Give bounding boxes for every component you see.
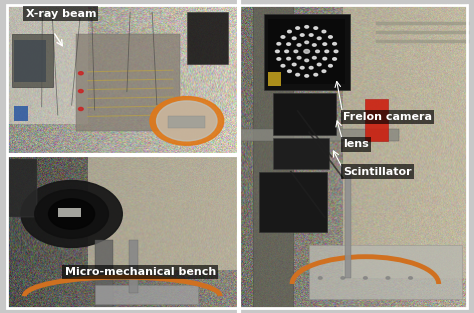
Circle shape — [312, 44, 316, 46]
FancyBboxPatch shape — [168, 116, 205, 128]
Text: Scintillator: Scintillator — [343, 167, 411, 177]
Circle shape — [79, 90, 83, 93]
Circle shape — [35, 190, 109, 238]
Circle shape — [364, 277, 367, 279]
Circle shape — [314, 27, 318, 29]
Circle shape — [323, 57, 327, 60]
Circle shape — [281, 36, 285, 38]
Circle shape — [325, 50, 328, 53]
Circle shape — [312, 57, 316, 59]
Circle shape — [305, 26, 309, 28]
Circle shape — [288, 30, 292, 33]
Circle shape — [322, 70, 326, 73]
FancyBboxPatch shape — [129, 240, 138, 293]
FancyBboxPatch shape — [58, 208, 81, 217]
FancyBboxPatch shape — [309, 244, 462, 299]
FancyBboxPatch shape — [365, 99, 388, 141]
Circle shape — [305, 41, 309, 44]
Text: lens: lens — [343, 139, 369, 149]
FancyBboxPatch shape — [241, 129, 399, 141]
Text: Frelon camera: Frelon camera — [343, 112, 432, 122]
FancyBboxPatch shape — [273, 138, 329, 169]
Text: Micro-mechanical bench: Micro-mechanical bench — [64, 267, 216, 277]
FancyBboxPatch shape — [187, 12, 228, 64]
FancyBboxPatch shape — [76, 34, 180, 131]
Circle shape — [333, 43, 337, 45]
FancyBboxPatch shape — [88, 156, 237, 270]
FancyBboxPatch shape — [268, 19, 345, 84]
Circle shape — [334, 50, 338, 53]
Circle shape — [317, 63, 321, 66]
Circle shape — [296, 27, 300, 29]
Circle shape — [309, 34, 313, 36]
FancyBboxPatch shape — [95, 240, 113, 308]
Circle shape — [319, 277, 322, 279]
FancyBboxPatch shape — [268, 72, 281, 86]
Text: X-ray beam: X-ray beam — [26, 9, 96, 18]
FancyBboxPatch shape — [14, 40, 46, 82]
Circle shape — [292, 37, 296, 39]
Circle shape — [301, 34, 304, 36]
Circle shape — [304, 49, 310, 53]
FancyBboxPatch shape — [7, 5, 88, 124]
Circle shape — [79, 72, 83, 75]
FancyBboxPatch shape — [343, 5, 467, 278]
Circle shape — [292, 63, 296, 66]
Circle shape — [316, 50, 319, 53]
Circle shape — [333, 58, 337, 60]
Circle shape — [322, 30, 326, 33]
FancyBboxPatch shape — [253, 5, 293, 308]
Circle shape — [21, 181, 122, 248]
Circle shape — [341, 277, 345, 279]
FancyBboxPatch shape — [345, 172, 351, 278]
Circle shape — [309, 66, 313, 69]
Circle shape — [156, 101, 217, 141]
Circle shape — [79, 107, 83, 110]
Circle shape — [150, 97, 224, 145]
FancyBboxPatch shape — [14, 106, 28, 121]
Circle shape — [328, 36, 332, 38]
FancyBboxPatch shape — [259, 172, 327, 232]
Circle shape — [287, 57, 291, 60]
Circle shape — [328, 64, 332, 67]
Circle shape — [301, 66, 304, 69]
Circle shape — [277, 58, 281, 60]
FancyBboxPatch shape — [12, 34, 53, 87]
Circle shape — [288, 70, 292, 73]
Circle shape — [277, 43, 281, 45]
Circle shape — [305, 74, 309, 77]
FancyBboxPatch shape — [264, 14, 349, 90]
Circle shape — [281, 64, 285, 67]
Circle shape — [285, 50, 289, 53]
Circle shape — [297, 57, 301, 59]
Circle shape — [287, 43, 291, 45]
Circle shape — [305, 59, 309, 62]
Circle shape — [297, 44, 301, 46]
Circle shape — [296, 74, 300, 76]
Circle shape — [323, 43, 327, 45]
FancyBboxPatch shape — [95, 285, 198, 304]
Circle shape — [314, 74, 318, 76]
Circle shape — [409, 277, 412, 279]
Circle shape — [294, 50, 298, 53]
FancyBboxPatch shape — [9, 159, 37, 217]
FancyBboxPatch shape — [273, 93, 336, 135]
Circle shape — [275, 50, 279, 53]
Circle shape — [317, 37, 321, 39]
Circle shape — [386, 277, 390, 279]
Circle shape — [48, 199, 95, 229]
